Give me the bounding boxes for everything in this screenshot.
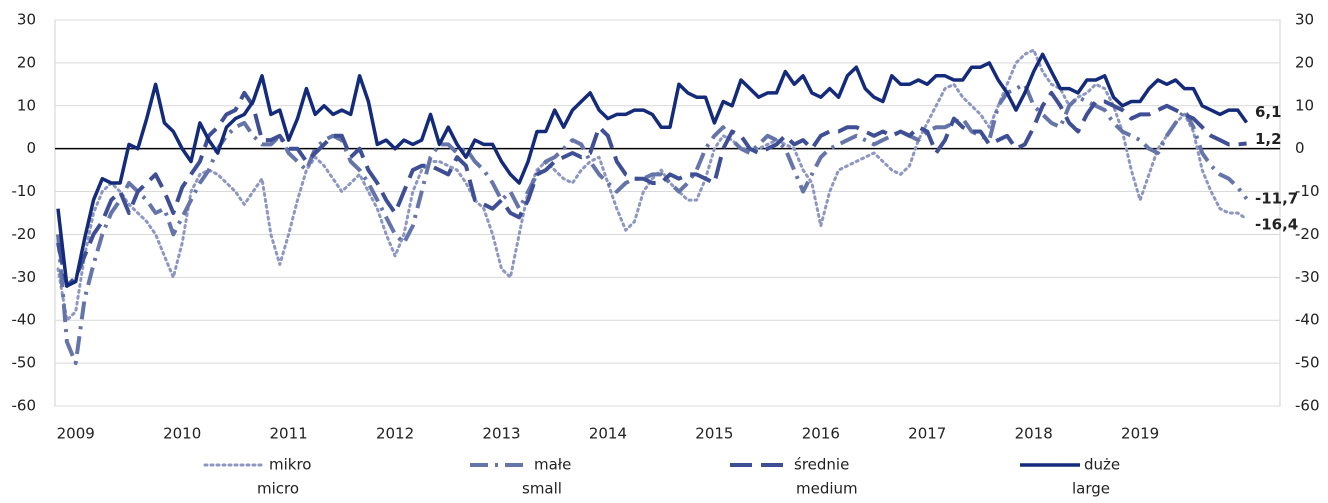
legend-label: małe <box>534 456 571 474</box>
x-tick-label: 2018 <box>1015 425 1053 443</box>
legend-label-en: large <box>1072 480 1110 498</box>
y-tick-label: -30 <box>12 268 37 286</box>
y-tick-label: 30 <box>17 11 36 29</box>
series-line <box>56 52 1249 288</box>
x-tick-label: 2017 <box>908 425 946 443</box>
y2-tick-label: 20 <box>1295 53 1314 71</box>
end-label: -11,7 <box>1255 189 1298 207</box>
y2-tick-label: -40 <box>1295 311 1320 329</box>
series-line <box>56 90 1247 288</box>
y-tick-label: -40 <box>12 311 37 329</box>
x-tick-label: 2015 <box>695 425 733 443</box>
legend-label-en: medium <box>796 480 858 498</box>
y2-tick-label: -60 <box>1295 397 1320 415</box>
x-tick-label: 2016 <box>802 425 840 443</box>
legend-label: duże <box>1084 456 1120 474</box>
y-tick-label: -50 <box>12 354 37 372</box>
x-tick-label: 2013 <box>482 425 520 443</box>
y-tick-label: 20 <box>17 53 36 71</box>
x-tick-label: 2019 <box>1121 425 1159 443</box>
y2-tick-label: 0 <box>1295 139 1305 157</box>
series-line <box>56 48 1249 322</box>
legend-label-en: micro <box>257 480 299 498</box>
end-label: 6,1 <box>1255 103 1282 121</box>
legend-label: mikro <box>269 456 311 474</box>
y-tick-label: -10 <box>12 182 37 200</box>
x-tick-label: 2014 <box>589 425 627 443</box>
series-line <box>56 82 1249 366</box>
end-label: -16,4 <box>1255 216 1298 234</box>
y-tick-label: 0 <box>26 139 36 157</box>
legend-label: średnie <box>794 456 849 474</box>
legend-label-en: small <box>522 480 562 498</box>
y2-tick-label: 10 <box>1295 96 1314 114</box>
y2-tick-label: -30 <box>1295 268 1320 286</box>
y2-tick-label: -10 <box>1295 182 1320 200</box>
y-tick-label: -60 <box>12 397 37 415</box>
end-label: 1,2 <box>1255 130 1282 148</box>
x-tick-label: 2011 <box>270 425 308 443</box>
y-tick-label: -20 <box>12 225 37 243</box>
x-tick-label: 2009 <box>57 425 95 443</box>
x-tick-label: 2010 <box>163 425 201 443</box>
y2-tick-label: -50 <box>1295 354 1320 372</box>
y2-tick-label: -20 <box>1295 225 1320 243</box>
y2-tick-label: 30 <box>1295 11 1314 29</box>
y-tick-label: 10 <box>17 96 36 114</box>
x-tick-label: 2012 <box>376 425 414 443</box>
